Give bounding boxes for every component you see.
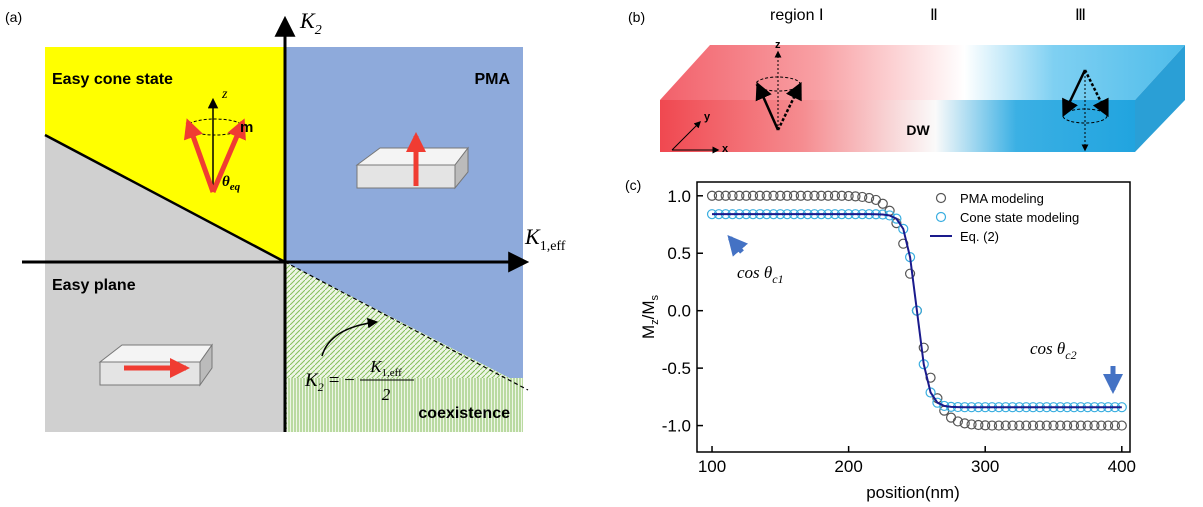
region-label: region Ⅰ: [770, 7, 824, 24]
page: (a) K2 K1,eff Easy cone state PMA Easy p…: [0, 0, 1203, 507]
region-label: PMA: [474, 71, 510, 88]
formula-den: 2: [382, 385, 391, 404]
z-label: z: [221, 87, 228, 102]
region-label: Ⅱ: [930, 7, 938, 24]
z-label: z: [775, 39, 781, 51]
x-tick-label: 100: [698, 457, 726, 476]
y-tick-label: -1.0: [662, 417, 691, 436]
y-title-part: M: [639, 325, 658, 339]
figure: (a) K2 K1,eff Easy cone state PMA Easy p…: [0, 0, 1203, 507]
plot: 100 200 300 400 -1.0 -0.5 0.0 0.5 1.0 PMA modelin…: [662, 187, 1136, 476]
annotation-arrow: [730, 238, 742, 252]
annotation-part: c1: [772, 272, 783, 286]
k1-label: K1,eff: [524, 224, 566, 254]
region-label: coexistence: [418, 405, 510, 422]
y-axis-title: Mz/Ms: [639, 294, 661, 339]
y-tick-label: -0.5: [662, 359, 691, 378]
y-tick-label: 0.5: [667, 244, 691, 263]
panel-label: (b): [628, 9, 645, 25]
k1-sub: 1,eff: [540, 239, 566, 254]
annotation-part: c2: [1065, 348, 1076, 362]
y-icon-label: y: [704, 111, 711, 123]
k2-label: K2: [299, 8, 322, 38]
series-line: [712, 214, 1122, 407]
x-tick-label: 400: [1108, 457, 1136, 476]
panel-label: (c): [625, 177, 641, 193]
x-axis-title: position(nm): [866, 483, 960, 502]
box-front: [100, 362, 200, 385]
x-tick-label: 300: [971, 457, 999, 476]
formula-part: 2: [318, 380, 324, 394]
k2-sub: 2: [315, 23, 322, 38]
annotation: cos θc2: [1030, 339, 1077, 362]
region-label: Easy cone state: [52, 71, 173, 88]
y-title-part: s: [649, 294, 661, 300]
bar-front: [660, 100, 1135, 152]
legend-marker: [937, 194, 946, 203]
theta-main: θ: [222, 174, 230, 190]
region-label: Ⅲ: [1075, 7, 1086, 24]
dw-label: DW: [906, 122, 930, 138]
formula-part: 1,eff: [382, 367, 403, 379]
legend-label: Cone state modeling: [960, 210, 1079, 225]
annotation-part: cos θ: [1030, 339, 1065, 358]
formula: K2= −: [304, 370, 355, 394]
x-tick-label: 200: [834, 457, 862, 476]
bar-top: [660, 45, 1185, 100]
y-title-part: /M: [639, 300, 658, 319]
y-tick-label: 1.0: [667, 187, 691, 206]
legend-label: Eq. (2): [960, 229, 999, 244]
formula-part: = −: [329, 370, 355, 391]
k1-main: K: [524, 224, 541, 249]
k2-main: K: [299, 8, 316, 33]
x-icon-label: x: [722, 143, 729, 155]
data-point: [878, 199, 887, 208]
data-point: [1117, 421, 1126, 430]
panel-label: (a): [5, 9, 22, 25]
annotation-part: cos θ: [737, 263, 772, 282]
annotation: cos θc1: [737, 263, 784, 286]
m-label: m: [240, 119, 253, 136]
legend-marker: [937, 213, 946, 222]
theta-sub: eq: [230, 181, 241, 193]
region-label: Easy plane: [52, 277, 136, 294]
data-point: [947, 413, 956, 422]
box-front: [357, 165, 455, 188]
legend-label: PMA modeling: [960, 191, 1044, 206]
y-tick-label: 0.0: [667, 302, 691, 321]
